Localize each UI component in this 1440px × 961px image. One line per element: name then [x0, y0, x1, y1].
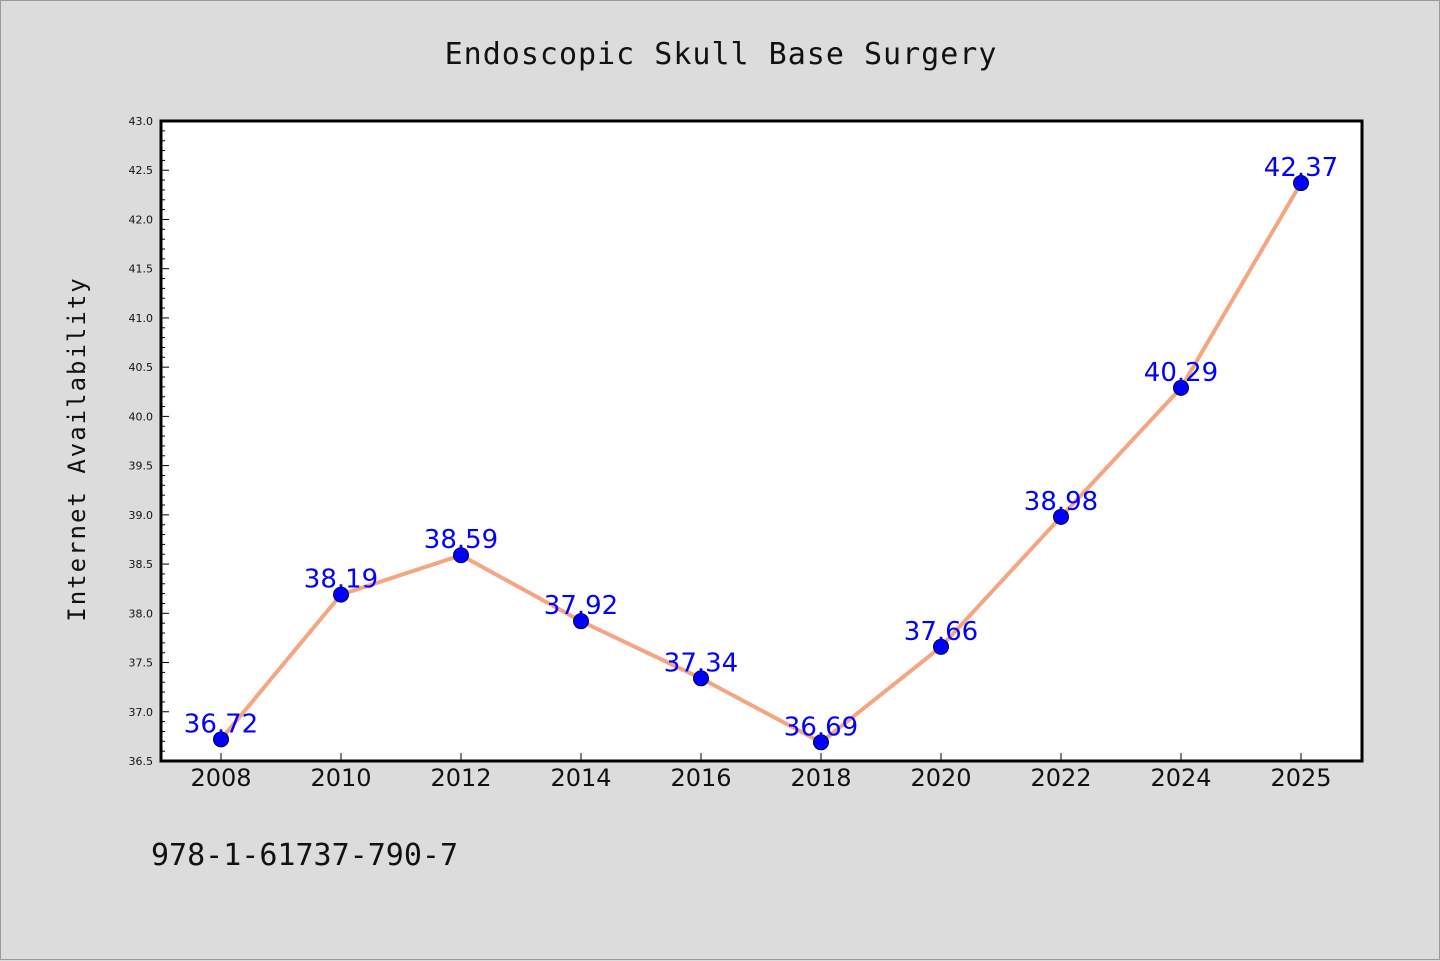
- chart-title: Endoscopic Skull Base Surgery: [445, 37, 998, 72]
- y-tick-label: 42.5: [129, 164, 154, 177]
- x-tick-label: 2012: [430, 764, 491, 792]
- y-axis-ticks: 36.5 37.0 37.5 38.0 38.5 39.0 39.5 40.0 40.5 41.0…: [129, 115, 169, 768]
- data-point: [213, 731, 229, 748]
- data-series: [213, 175, 1309, 751]
- plot-area: [159, 119, 1364, 763]
- data-point: [1173, 379, 1189, 396]
- data-point: [453, 547, 469, 564]
- y-tick-label: 36.5: [129, 755, 154, 768]
- y-tick-label: 41.5: [129, 263, 154, 276]
- x-tick-label: 2010: [310, 764, 371, 792]
- data-point: [813, 734, 829, 751]
- data-point: [1053, 508, 1069, 525]
- x-tick-label: 2016: [670, 764, 731, 792]
- data-label: 38.19: [304, 565, 378, 595]
- y-tick-label: 41.0: [129, 312, 154, 325]
- y-tick-label: 37.5: [129, 657, 154, 670]
- x-tick-label: 2020: [910, 764, 971, 792]
- data-labels: 36.72 38.19 38.59 37.92 37.34 36.69 37.66 38.98…: [184, 153, 1338, 742]
- y-tick-label: 39.0: [129, 509, 154, 522]
- data-label: 36.69: [784, 712, 858, 742]
- data-point: [333, 586, 349, 603]
- x-tick-label: 2025: [1270, 764, 1331, 792]
- data-label: 37.92: [544, 591, 618, 621]
- x-tick-label: 2014: [550, 764, 611, 792]
- data-point: [573, 613, 589, 630]
- x-tick-label: 2018: [790, 764, 851, 792]
- data-label: 36.72: [184, 709, 258, 739]
- x-tick-label: 2022: [1030, 764, 1091, 792]
- data-label: 38.98: [1024, 487, 1098, 517]
- data-label: 37.34: [664, 648, 738, 678]
- x-tick-label: 2024: [1150, 764, 1211, 792]
- y-tick-label: 37.0: [129, 706, 154, 719]
- data-label: 42.37: [1264, 153, 1338, 183]
- data-point: [693, 670, 709, 687]
- data-point: [1293, 175, 1309, 192]
- y-tick-label: 38.0: [129, 607, 154, 620]
- data-label: 40.29: [1144, 358, 1218, 388]
- data-point: [933, 638, 949, 655]
- data-label: 37.66: [904, 617, 978, 647]
- data-label: 38.59: [424, 525, 498, 555]
- y-tick-label: 39.5: [129, 460, 154, 473]
- footer-text: 978-1-61737-790-7: [151, 838, 458, 873]
- y-tick-label: 40.5: [129, 361, 154, 374]
- y-tick-label: 38.5: [129, 558, 154, 571]
- x-tick-label: 2008: [190, 764, 251, 792]
- series-line: [219, 181, 1303, 745]
- x-axis-ticks: 2008 2010 2012 2014 2016 2018 2020 2022 2024 2025: [190, 753, 1332, 792]
- y-tick-label: 43.0: [129, 115, 154, 128]
- y-axis-label: Internet Availability: [63, 276, 91, 621]
- y-tick-label: 42.0: [129, 213, 154, 226]
- y-tick-label: 40.0: [129, 410, 154, 423]
